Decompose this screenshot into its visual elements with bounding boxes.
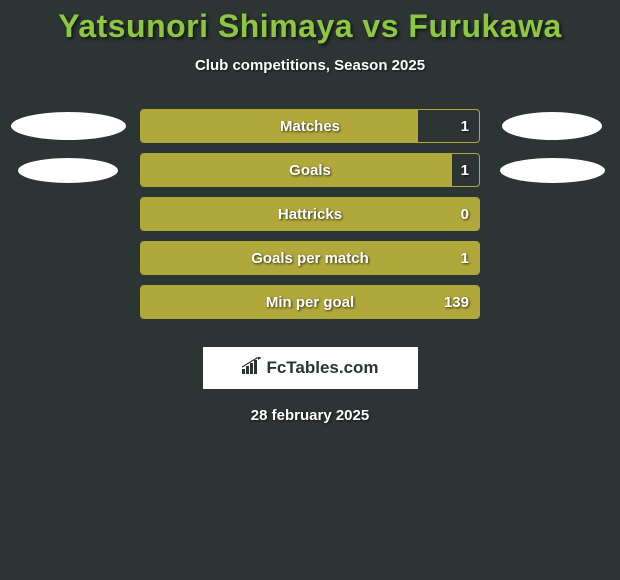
player-ellipse-left <box>11 112 126 140</box>
stat-row: Goals 1 <box>8 153 612 187</box>
stat-label: Goals <box>289 162 331 179</box>
player-ellipse-right <box>500 158 605 183</box>
logo-box: FcTables.com <box>203 347 418 389</box>
stat-bar: Goals per match 1 <box>140 241 480 275</box>
stat-bar: Hattricks 0 <box>140 197 480 231</box>
subtitle: Club competitions, Season 2025 <box>195 57 425 74</box>
stat-label: Min per goal <box>266 294 354 311</box>
date: 28 february 2025 <box>251 407 369 424</box>
stat-row: Matches 1 <box>8 109 612 143</box>
player-ellipse-right <box>502 112 602 140</box>
stat-value: 1 <box>461 118 469 135</box>
stat-value: 1 <box>461 250 469 267</box>
logo-text: FcTables.com <box>266 358 378 378</box>
main-container: Yatsunori Shimaya vs Furukawa Club compe… <box>0 0 620 424</box>
stat-bar: Matches 1 <box>140 109 480 143</box>
chart-icon <box>241 357 263 380</box>
player-ellipse-left <box>18 158 118 183</box>
stat-value: 139 <box>444 294 469 311</box>
stat-bar: Goals 1 <box>140 153 480 187</box>
stat-value: 0 <box>461 206 469 223</box>
stat-value: 1 <box>461 162 469 179</box>
page-title: Yatsunori Shimaya vs Furukawa <box>58 8 562 45</box>
stat-label: Matches <box>280 118 340 135</box>
stat-row: Hattricks 0 <box>8 197 612 231</box>
stat-row: Min per goal 139 <box>8 285 612 319</box>
stat-label: Hattricks <box>278 206 342 223</box>
stats-container: Matches 1 Goals 1 Hattricks 0 Goals per match 1… <box>8 109 612 329</box>
stat-bar: Min per goal 139 <box>140 285 480 319</box>
stat-label: Goals per match <box>251 250 369 267</box>
logo: FcTables.com <box>241 357 378 380</box>
stat-row: Goals per match 1 <box>8 241 612 275</box>
